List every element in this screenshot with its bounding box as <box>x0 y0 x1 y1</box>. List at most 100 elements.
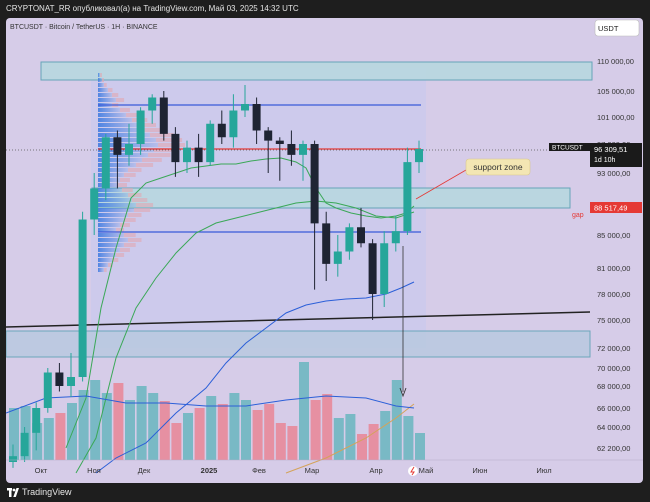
candle-body <box>241 104 249 111</box>
time-tick-label: Окт <box>35 466 48 475</box>
volume-profile-row <box>98 198 132 202</box>
ma-blue-volume <box>6 395 415 414</box>
volume-bar <box>136 386 147 460</box>
volume-bar <box>125 400 135 460</box>
candle-body <box>368 243 377 294</box>
volume-profile-row <box>98 238 128 242</box>
chart-canvas[interactable]: support zone BTCUSDT · Bitcoin / TetherU… <box>6 18 643 483</box>
volume-bar <box>345 414 356 460</box>
gap-label: gap <box>572 212 584 219</box>
volume-profile-row <box>98 138 156 142</box>
volume-profile-row-sell <box>128 193 142 197</box>
volume-profile-row <box>98 78 102 82</box>
price-tick-label: 70 000,00 <box>597 364 630 373</box>
volume-profile-row <box>98 188 122 192</box>
volume-bar <box>275 423 286 460</box>
price-tick-label: 93 000,00 <box>597 169 630 178</box>
lower-zone <box>6 330 591 358</box>
volume-profile-row-sell <box>112 258 119 262</box>
time-axis[interactable]: Окт Ноя Дек 2025 Фев Мар Апр Май Июн Июл <box>35 466 552 476</box>
volume-profile-row-sell <box>126 113 139 117</box>
volume-profile-row <box>98 258 112 262</box>
volume-profile-row-sell <box>136 203 154 207</box>
candle-body <box>299 144 307 155</box>
volume-profile-row-sell <box>124 243 136 247</box>
volume-bar <box>159 401 170 460</box>
volume-bar <box>391 380 402 460</box>
price-tick-label: 110 000,00 <box>597 57 634 66</box>
time-tick-label: Май <box>419 466 434 475</box>
time-tick-label: Апр <box>369 466 382 475</box>
candle-body <box>322 223 331 264</box>
volume-profile-row-sell <box>122 188 133 192</box>
candle-body <box>90 188 99 220</box>
volume-bar <box>67 403 77 460</box>
volume-profile <box>98 73 185 272</box>
candle-body <box>136 110 145 144</box>
volume-profile-row <box>98 193 128 197</box>
volume-profile-row-sell <box>104 83 107 87</box>
volume-bar <box>415 433 425 460</box>
volume-profile-row <box>98 243 124 247</box>
candle-body <box>101 137 110 189</box>
volume-profile-row-sell <box>120 108 130 112</box>
volume-profile-row <box>98 223 120 227</box>
price-tick-label: 78 000,00 <box>597 290 630 299</box>
scroll-realtime-icon[interactable] <box>408 466 418 476</box>
volume-profile-row-sell <box>128 213 142 217</box>
candle-body <box>252 104 261 131</box>
ma-blue <box>95 281 415 474</box>
volume-profile-row-sell <box>148 153 171 157</box>
volume-profile-row <box>98 173 124 177</box>
candles <box>9 85 423 468</box>
currency-button[interactable]: USDT <box>594 19 640 37</box>
volume-profile-row-sell <box>128 168 142 172</box>
volume-bar <box>32 423 43 460</box>
candle-body <box>125 144 133 155</box>
price-tag-countdown: 1d 10h <box>594 157 616 164</box>
candle-body <box>264 130 273 141</box>
volume-profile-row-sell <box>100 73 102 77</box>
candle-body <box>229 110 238 138</box>
volume-bar <box>368 424 379 460</box>
candle-body <box>391 231 400 244</box>
time-tick-label: Ноя <box>87 466 101 475</box>
candle-body <box>183 147 191 163</box>
volume-bar <box>78 390 89 460</box>
candle-body <box>159 97 168 134</box>
ma-orange-volume <box>285 403 415 474</box>
volume-profile-row <box>98 153 148 157</box>
price-tick-label: 75 000,00 <box>597 316 630 325</box>
volume-bar <box>194 408 205 460</box>
volume-profile-row-sell <box>108 263 113 267</box>
price-tick-label: 64 000,00 <box>597 423 630 432</box>
price-tick-label: 68 000,00 <box>597 382 630 391</box>
volume-bar <box>380 411 391 460</box>
price-tick-label: 101 000,00 <box>597 113 635 122</box>
volume-bar <box>113 383 124 460</box>
time-tick-label: Фев <box>252 466 266 475</box>
time-tick-label: Июн <box>472 466 487 475</box>
volume-bar <box>252 410 263 460</box>
volume-profile-row <box>98 228 116 232</box>
volume-profile-row-sell <box>116 98 125 102</box>
volume-bars <box>9 362 425 460</box>
volume-bar <box>241 400 251 460</box>
candle-body <box>78 219 87 377</box>
candle-body <box>9 456 17 462</box>
candle-body <box>113 137 122 155</box>
chart-frame[interactable]: support zone BTCUSDT · Bitcoin / TetherU… <box>6 18 643 483</box>
tradingview-logo-icon <box>7 488 19 497</box>
volume-bar <box>183 413 193 460</box>
volume-profile-row <box>98 133 150 137</box>
trend-line <box>6 311 591 328</box>
volume-profile-row-sell <box>142 158 162 162</box>
volume-profile-row <box>98 263 108 267</box>
price-tick-label: 62 200,00 <box>597 444 630 453</box>
gap-tag-value: 88 517,49 <box>594 204 627 213</box>
candle-body <box>403 162 412 232</box>
volume-profile-row-sell <box>120 223 130 227</box>
volume-profile-row-sell <box>150 133 174 137</box>
volume-profile-row-sell <box>128 238 142 242</box>
